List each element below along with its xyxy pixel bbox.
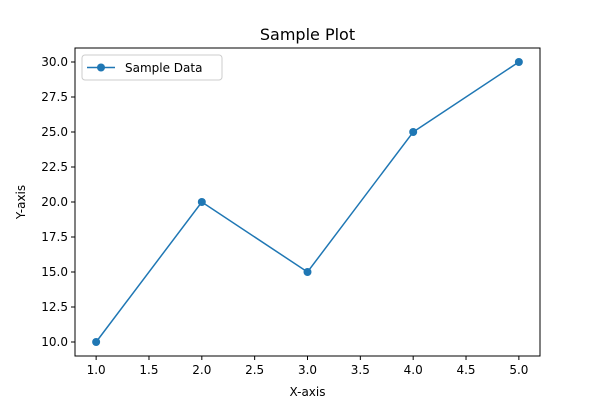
y-tick-label: 20.0 bbox=[41, 195, 68, 209]
x-axis-label: X-axis bbox=[290, 385, 326, 399]
x-tick-label: 2.0 bbox=[192, 363, 211, 377]
y-tick-label: 15.0 bbox=[41, 265, 68, 279]
legend-marker bbox=[97, 63, 105, 72]
chart-title: Sample Plot bbox=[260, 25, 355, 44]
x-tick-label: 4.5 bbox=[456, 363, 475, 377]
legend-box bbox=[81, 54, 223, 81]
y-tick-label: 27.5 bbox=[41, 90, 68, 104]
data-point bbox=[409, 128, 418, 136]
x-axis-ticks: 1.0 1.5 2.0 2.5 3.0 3.5 4.0 4.5 5.0 bbox=[87, 356, 528, 377]
x-tick-label: 1.5 bbox=[139, 363, 158, 377]
x-tick-label: 4.0 bbox=[404, 363, 423, 377]
y-axis-ticks: 10.0 12.5 15.0 17.5 20.0 22.5 25.0 27.5 30.0 bbox=[41, 55, 75, 349]
x-tick-label: 3.5 bbox=[351, 363, 370, 377]
x-tick-label: 2.5 bbox=[245, 363, 264, 377]
legend-label: Sample Data bbox=[125, 61, 202, 75]
data-point bbox=[514, 58, 523, 66]
plot-series bbox=[92, 58, 523, 346]
y-tick-label: 10.0 bbox=[41, 335, 68, 349]
data-point bbox=[197, 198, 206, 206]
x-tick-label: 3.0 bbox=[298, 363, 317, 377]
y-axis-label: Y-axis bbox=[14, 185, 28, 220]
y-tick-label: 12.5 bbox=[41, 300, 68, 314]
plot-frame bbox=[74, 47, 541, 357]
legend: Sample Data bbox=[81, 54, 223, 81]
y-tick-label: 30.0 bbox=[41, 55, 68, 69]
y-tick-label: 25.0 bbox=[41, 125, 68, 139]
x-tick-label: 5.0 bbox=[509, 363, 528, 377]
data-point bbox=[92, 338, 101, 346]
x-tick-label: 1.0 bbox=[87, 363, 106, 377]
y-tick-label: 17.5 bbox=[41, 230, 68, 244]
data-point bbox=[303, 268, 312, 276]
y-tick-label: 22.5 bbox=[41, 160, 68, 174]
